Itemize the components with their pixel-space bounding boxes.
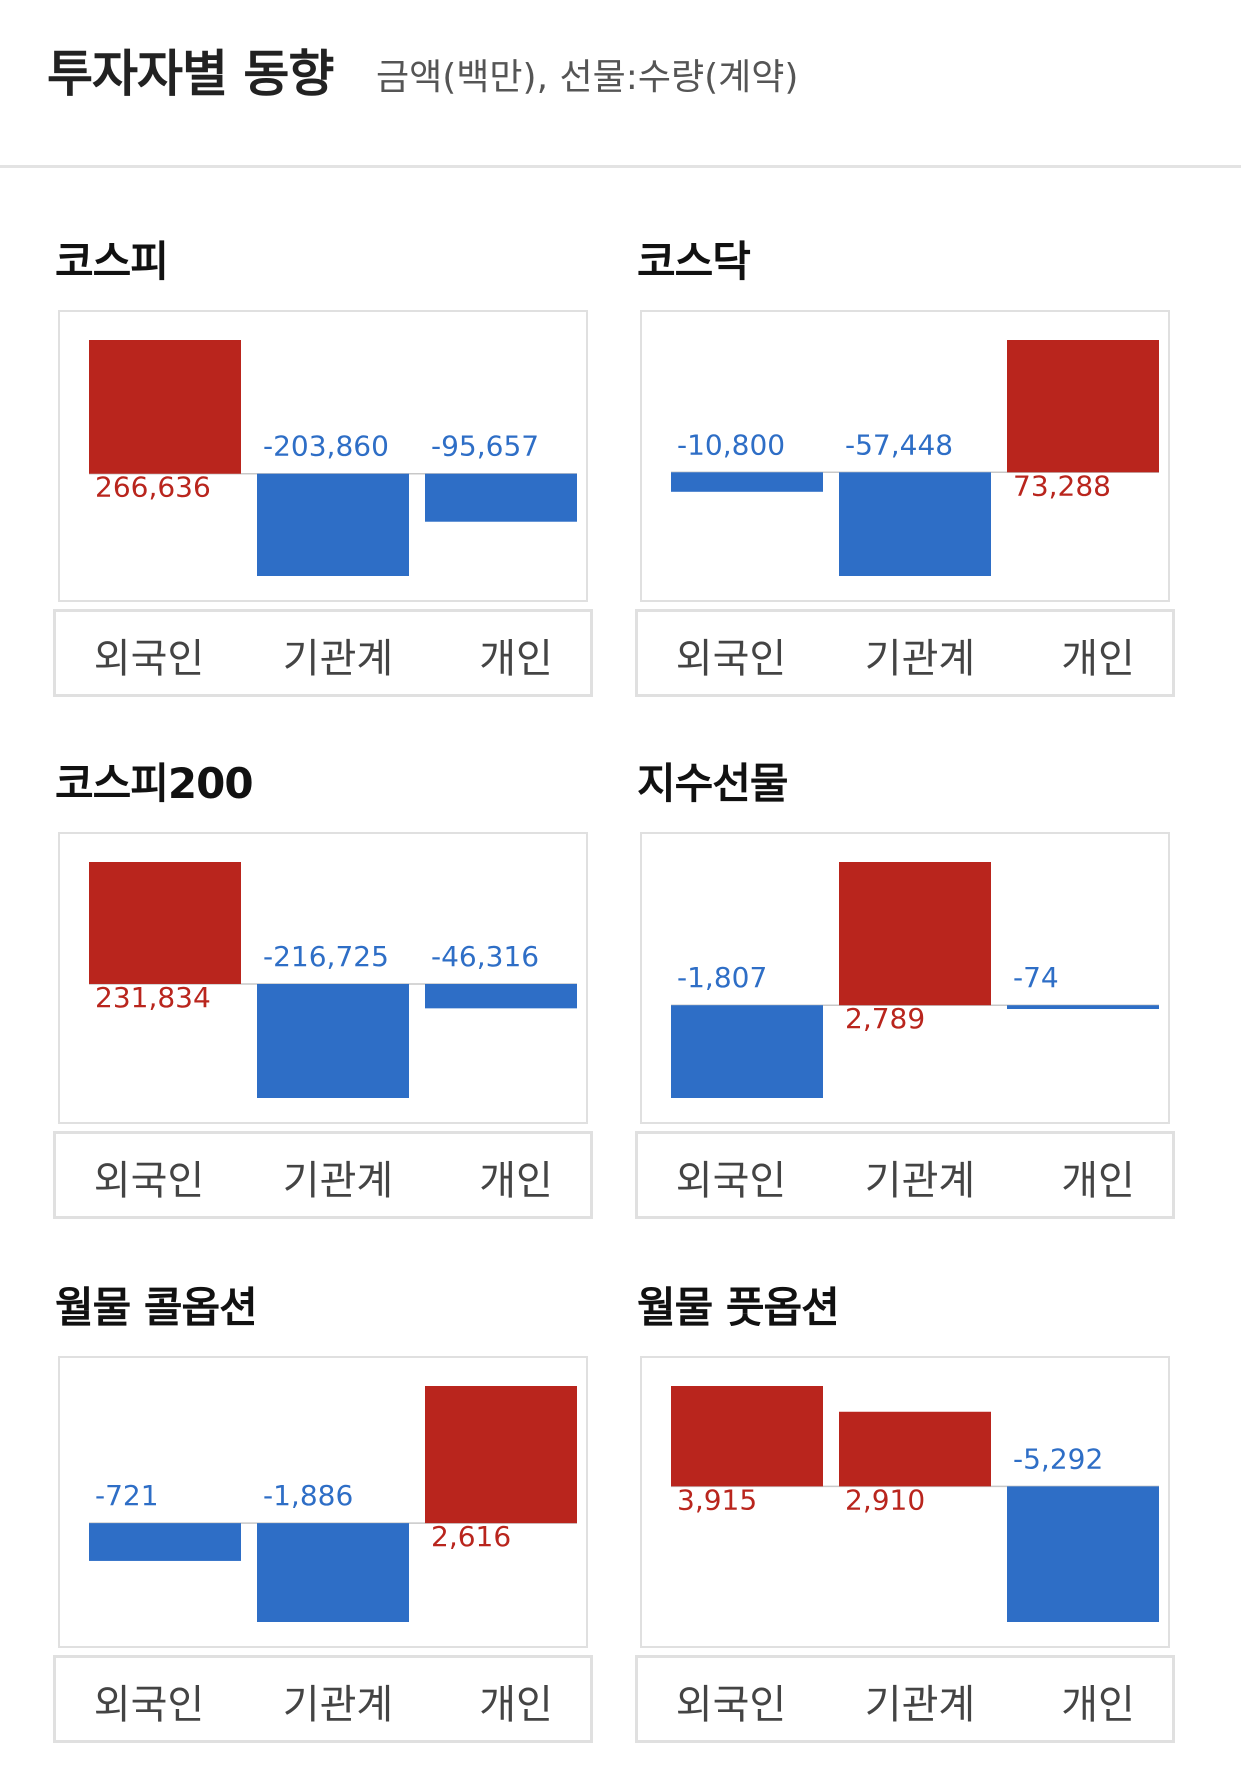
bar-chart: 231,834 -216,725 -46,316	[89, 862, 577, 1098]
data-label: 2,789	[845, 1002, 925, 1035]
category-axis: 외국인 기관계 개인	[635, 609, 1175, 697]
category-label: 기관계	[282, 636, 394, 682]
category-label: 외국인	[93, 1682, 205, 1728]
category-label: 개인	[479, 1158, 553, 1204]
bar-negative	[425, 473, 577, 522]
data-label: -216,725	[263, 940, 389, 973]
bar-positive	[839, 862, 991, 1006]
category-label: 개인	[479, 636, 553, 682]
bar-negative	[257, 983, 409, 1098]
chart-title: 코스피	[55, 237, 169, 286]
data-label: -95,657	[431, 430, 539, 463]
category-label: 기관계	[864, 636, 976, 682]
data-label: 2,910	[845, 1483, 925, 1516]
chart-plot-area: -10,800 -57,448 73,288	[640, 310, 1170, 602]
category-label: 기관계	[282, 1682, 394, 1728]
bar-positive	[839, 1411, 991, 1487]
category-label: 개인	[1061, 636, 1135, 682]
bar-positive	[89, 340, 241, 474]
bar-negative	[257, 1523, 409, 1622]
category-label: 개인	[1061, 1682, 1135, 1728]
data-label: 3,915	[677, 1483, 757, 1516]
chart-plot-area: 231,834 -216,725 -46,316	[58, 832, 588, 1124]
bar-positive	[89, 862, 241, 984]
chart-plot-area: 3,915 2,910 -5,292	[640, 1356, 1170, 1648]
bar-negative	[425, 983, 577, 1009]
bar-negative	[1007, 1005, 1159, 1010]
category-label: 외국인	[675, 1682, 787, 1728]
bar-chart: 266,636 -203,860 -95,657	[89, 340, 577, 576]
data-label: -74	[1013, 961, 1059, 994]
category-axis: 외국인 기관계 개인	[635, 1131, 1175, 1219]
category-label: 외국인	[93, 1158, 205, 1204]
category-label: 외국인	[675, 636, 787, 682]
page-header: 투자자별 동향 금액(백만), 선물:수량(계약)	[0, 0, 1241, 168]
chart-title: 지수선물	[637, 759, 789, 808]
bar-positive	[425, 1386, 577, 1524]
chart-plot-area: -721 -1,886 2,616	[58, 1356, 588, 1648]
bar-negative	[257, 473, 409, 576]
bar-negative	[671, 1005, 823, 1098]
category-axis: 외국인 기관계 개인	[53, 1655, 593, 1743]
bar-negative	[89, 1523, 241, 1561]
category-label: 외국인	[675, 1158, 787, 1204]
category-label: 개인	[479, 1682, 553, 1728]
chart-title: 코스닥	[637, 237, 751, 286]
data-label: -203,860	[263, 430, 389, 463]
chart-title: 코스피200	[55, 759, 254, 808]
data-label: -5,292	[1013, 1442, 1103, 1475]
data-label: -57,448	[845, 428, 953, 461]
data-label: -1,807	[677, 961, 767, 994]
category-label: 개인	[1061, 1158, 1135, 1204]
chart-plot-area: 266,636 -203,860 -95,657	[58, 310, 588, 602]
chart-plot-area: -1,807 2,789 -74	[640, 832, 1170, 1124]
page-title: 투자자별 동향	[47, 45, 334, 103]
category-label: 기관계	[282, 1158, 394, 1204]
page-subtitle: 금액(백만), 선물:수량(계약)	[376, 57, 799, 98]
bar-chart: 3,915 2,910 -5,292	[671, 1386, 1159, 1622]
category-label: 기관계	[864, 1682, 976, 1728]
bar-positive	[671, 1386, 823, 1487]
category-axis: 외국인 기관계 개인	[635, 1655, 1175, 1743]
data-label: -46,316	[431, 940, 539, 973]
bar-positive	[1007, 340, 1159, 473]
data-label: 231,834	[95, 981, 211, 1014]
data-label: 2,616	[431, 1520, 511, 1553]
bar-negative	[671, 472, 823, 492]
bar-chart: -1,807 2,789 -74	[671, 862, 1159, 1098]
bar-chart: -721 -1,886 2,616	[89, 1386, 577, 1622]
category-axis: 외국인 기관계 개인	[53, 1131, 593, 1219]
category-axis: 외국인 기관계 개인	[53, 609, 593, 697]
data-label: -1,886	[263, 1479, 353, 1512]
chart-title: 월물 풋옵션	[637, 1283, 840, 1332]
bar-chart: -10,800 -57,448 73,288	[671, 340, 1159, 576]
data-label: 73,288	[1013, 469, 1111, 502]
category-label: 기관계	[864, 1158, 976, 1204]
bar-negative	[1007, 1486, 1159, 1622]
data-label: -721	[95, 1479, 159, 1512]
data-label: -10,800	[677, 428, 785, 461]
chart-title: 월물 콜옵션	[55, 1283, 258, 1332]
category-label: 외국인	[93, 636, 205, 682]
bar-negative	[839, 472, 991, 576]
data-label: 266,636	[95, 471, 211, 504]
